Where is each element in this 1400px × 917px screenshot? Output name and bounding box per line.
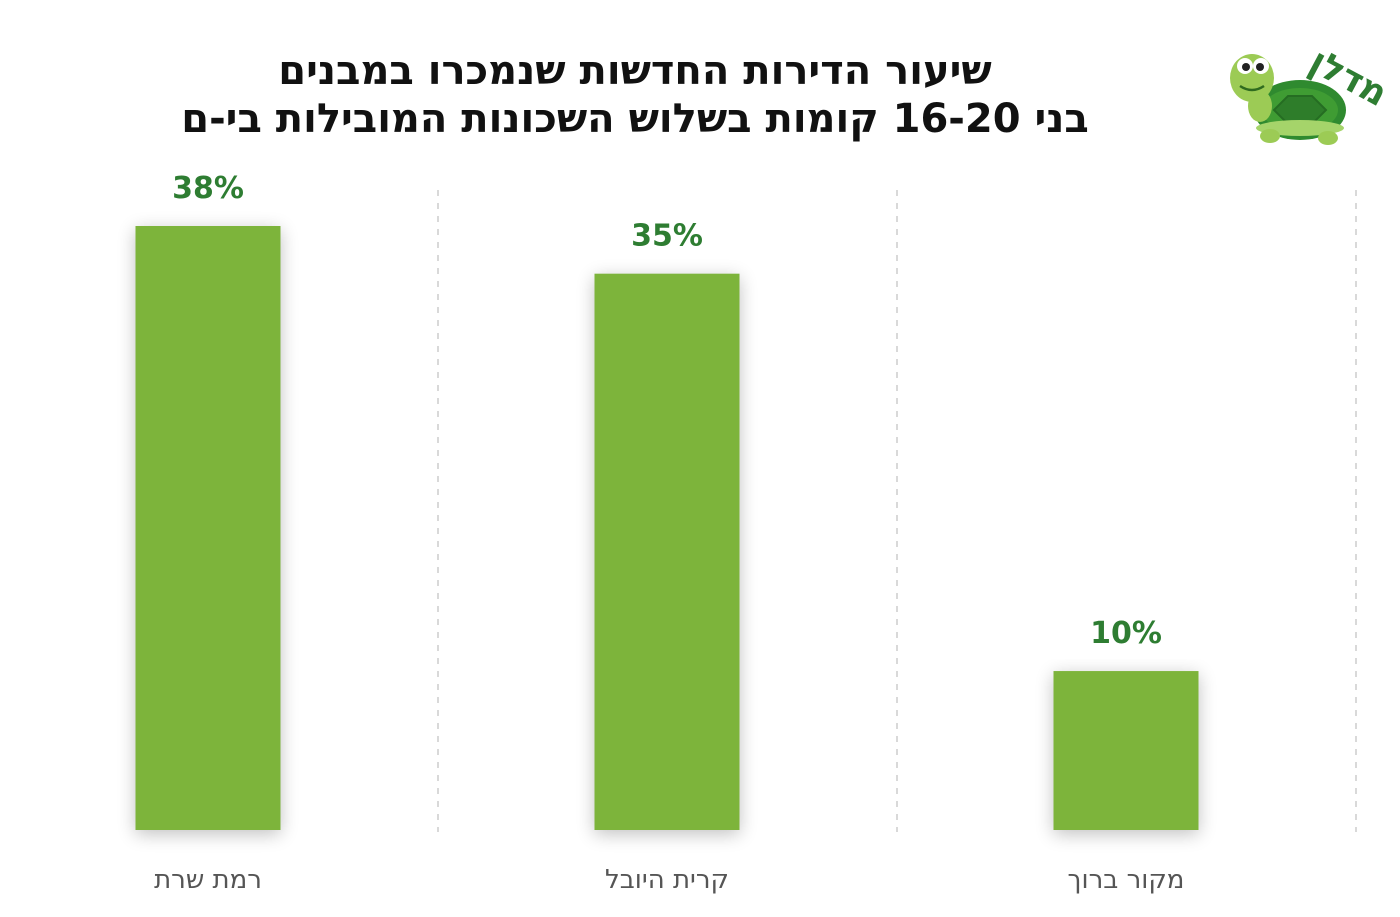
data-label-3: 10% <box>1090 616 1162 651</box>
data-label-1: 38% <box>172 171 244 206</box>
chart-title-line-2: בני 16-20 קומות בשלוש השכונות המובילות ב… <box>181 96 1089 142</box>
bar-1 <box>135 226 281 830</box>
category-label-1: רמת שרת <box>154 865 262 895</box>
chart-title-line-1: שיעור הדירות החדשות שנמכרו במבנים <box>278 48 992 94</box>
data-label-2: 35% <box>631 219 703 254</box>
category-label-2: קרית היובל <box>605 865 729 895</box>
madlan-turtle-logo: מדלן <box>1230 41 1393 145</box>
bar-2 <box>594 273 740 830</box>
category-label-3: מקור ברוך <box>1068 865 1185 895</box>
bar-3 <box>1053 671 1199 830</box>
